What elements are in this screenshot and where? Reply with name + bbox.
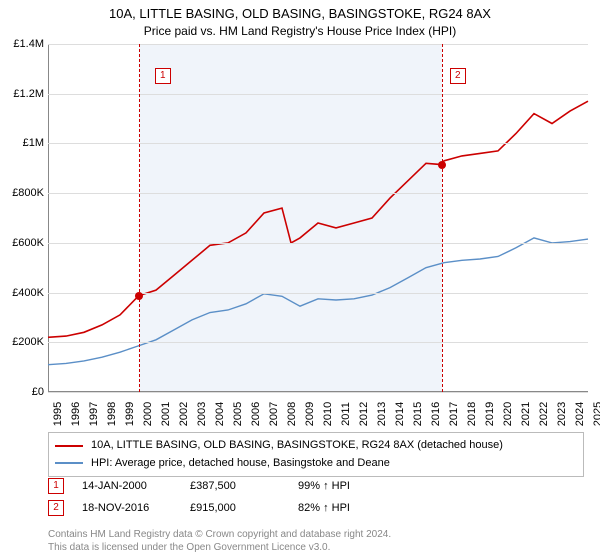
footer-line-1: Contains HM Land Registry data © Crown c… xyxy=(48,528,391,541)
x-tick-label: 2000 xyxy=(142,402,154,426)
x-tick-label: 1998 xyxy=(106,402,118,426)
x-tick-label: 1997 xyxy=(88,402,100,426)
gridline xyxy=(48,392,588,393)
gridline xyxy=(48,342,588,343)
reference-badge: 2 xyxy=(450,68,466,84)
x-tick-label: 2003 xyxy=(196,402,208,426)
legend-item: HPI: Average price, detached house, Basi… xyxy=(55,455,577,473)
reference-line xyxy=(139,44,140,392)
event-pct-2: 82% ↑ HPI xyxy=(298,502,388,514)
gridline xyxy=(48,293,588,294)
event-row-1: 1 14-JAN-2000 £387,500 99% ↑ HPI xyxy=(48,478,584,494)
marker-dot xyxy=(438,161,446,169)
x-tick-label: 2018 xyxy=(466,402,478,426)
y-tick-label: £0 xyxy=(4,386,44,398)
event-row-2: 2 18-NOV-2016 £915,000 82% ↑ HPI xyxy=(48,500,584,516)
gridline xyxy=(48,44,588,45)
y-tick-label: £400K xyxy=(4,287,44,299)
x-tick-label: 2019 xyxy=(484,402,496,426)
x-tick-label: 2014 xyxy=(394,402,406,426)
x-tick-label: 2004 xyxy=(214,402,226,426)
x-tick-label: 1999 xyxy=(124,402,136,426)
marker-dot xyxy=(135,292,143,300)
x-tick-label: 2015 xyxy=(412,402,424,426)
x-tick-label: 2017 xyxy=(448,402,460,426)
y-tick-label: £1.4M xyxy=(4,38,44,50)
event-badge-2: 2 xyxy=(48,500,64,516)
x-tick-label: 2013 xyxy=(376,402,388,426)
chart-title: 10A, LITTLE BASING, OLD BASING, BASINGST… xyxy=(0,0,600,23)
x-tick-label: 2012 xyxy=(358,402,370,426)
footer: Contains HM Land Registry data © Crown c… xyxy=(48,528,391,554)
chart-subtitle: Price paid vs. HM Land Registry's House … xyxy=(0,23,600,38)
y-tick-label: £1M xyxy=(4,137,44,149)
legend-label: HPI: Average price, detached house, Basi… xyxy=(91,455,390,473)
plot-area: £0£200K£400K£600K£800K£1M£1.2M£1.4M19951… xyxy=(48,44,588,392)
chart-container: 10A, LITTLE BASING, OLD BASING, BASINGST… xyxy=(0,0,600,560)
legend-item: 10A, LITTLE BASING, OLD BASING, BASINGST… xyxy=(55,437,577,455)
reference-line xyxy=(442,44,443,392)
gridline xyxy=(48,94,588,95)
x-tick-label: 2010 xyxy=(322,402,334,426)
reference-badge: 1 xyxy=(155,68,171,84)
x-tick-label: 2011 xyxy=(340,402,352,426)
y-tick-label: £1.2M xyxy=(4,88,44,100)
event-badge-1: 1 xyxy=(48,478,64,494)
legend: 10A, LITTLE BASING, OLD BASING, BASINGST… xyxy=(48,432,584,477)
x-tick-label: 2007 xyxy=(268,402,280,426)
series-property xyxy=(48,101,588,337)
x-tick-label: 2001 xyxy=(160,402,172,426)
event-pct-1: 99% ↑ HPI xyxy=(298,480,388,492)
x-tick-label: 2020 xyxy=(502,402,514,426)
footer-line-2: This data is licensed under the Open Gov… xyxy=(48,541,391,554)
line-series-svg xyxy=(48,44,588,392)
x-tick-label: 2005 xyxy=(232,402,244,426)
x-tick-label: 2024 xyxy=(574,402,586,426)
x-tick-label: 2022 xyxy=(538,402,550,426)
event-date-2: 18-NOV-2016 xyxy=(82,502,172,514)
y-tick-label: £200K xyxy=(4,336,44,348)
x-tick-label: 2002 xyxy=(178,402,190,426)
x-tick-label: 1995 xyxy=(52,402,64,426)
event-date-1: 14-JAN-2000 xyxy=(82,480,172,492)
gridline xyxy=(48,243,588,244)
gridline xyxy=(48,193,588,194)
x-tick-label: 2023 xyxy=(556,402,568,426)
y-tick-label: £800K xyxy=(4,187,44,199)
x-tick-label: 2025 xyxy=(592,402,600,426)
x-tick-label: 2009 xyxy=(304,402,316,426)
legend-swatch xyxy=(55,462,83,464)
legend-label: 10A, LITTLE BASING, OLD BASING, BASINGST… xyxy=(91,437,503,455)
x-tick-label: 2016 xyxy=(430,402,442,426)
event-price-1: £387,500 xyxy=(190,480,280,492)
y-tick-label: £600K xyxy=(4,237,44,249)
x-tick-label: 2006 xyxy=(250,402,262,426)
x-tick-label: 1996 xyxy=(70,402,82,426)
legend-swatch xyxy=(55,445,83,447)
series-hpi xyxy=(48,238,588,365)
x-tick-label: 2021 xyxy=(520,402,532,426)
x-tick-label: 2008 xyxy=(286,402,298,426)
event-price-2: £915,000 xyxy=(190,502,280,514)
gridline xyxy=(48,143,588,144)
